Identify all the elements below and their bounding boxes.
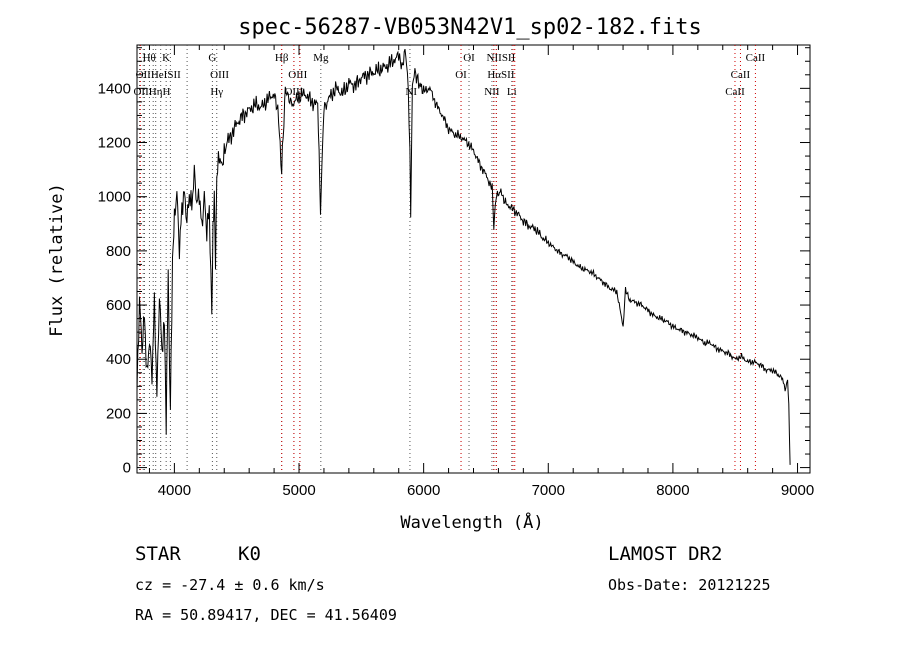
x-tick-label: 8000 — [656, 482, 689, 499]
spectral-line-label: NIISII — [487, 52, 516, 64]
x-tick-label: 6000 — [407, 482, 440, 499]
y-axis-title: Flux (relative) — [47, 183, 67, 337]
spectral-line-label: G — [208, 52, 216, 64]
x-tick-label: 5000 — [282, 482, 315, 499]
y-tick-label: 1000 — [98, 189, 131, 206]
chart-title: spec-56287-VB053N42V1_sp02-182.fits — [238, 15, 702, 40]
obs-date: Obs-Date: 20121225 — [608, 576, 771, 594]
x-axis-title: Wavelength (Å) — [400, 511, 543, 533]
spectral-line-label: CaII — [746, 52, 766, 64]
survey-name: LAMOST DR2 — [608, 543, 722, 565]
spectral-line-label: Hθ — [143, 52, 156, 64]
spectrum-series — [136, 48, 791, 465]
x-axis: 4000 5000 6000 7000 8000 9000 — [148, 45, 814, 499]
y-tick-label: 1200 — [98, 135, 131, 152]
spectral-line-label: OI — [455, 69, 467, 81]
spectral-line-label: K — [162, 52, 170, 64]
y-tick-label: 800 — [106, 243, 131, 260]
spectral-line-label: NII — [484, 86, 500, 98]
spectral-line-label: OIIHηH — [133, 86, 170, 98]
spectral-line-label: Hγ — [210, 86, 223, 98]
spectral-line-label: NI — [405, 86, 417, 98]
spectral-line-markers — [138, 45, 756, 473]
spectral-line-label: OI — [463, 52, 475, 64]
y-axis: 0 200 400 600 800 1000 1200 1400 — [98, 47, 810, 477]
spectral-line-label: Hβ — [275, 52, 289, 64]
x-tick-label: 7000 — [532, 482, 565, 499]
spectral-line-label: OIII — [288, 69, 307, 81]
y-tick-label: 1400 — [98, 80, 131, 97]
spectral-line-label: Li — [507, 86, 517, 98]
spectral-line-label: HαSII — [487, 69, 514, 81]
spectral-line-label: CaII — [725, 86, 745, 98]
coordinates: RA = 50.89417, DEC = 41.56409 — [135, 606, 397, 624]
y-tick-label: 400 — [106, 351, 131, 368]
plot-frame — [136, 44, 811, 474]
spectral-line-label: OIII — [210, 69, 229, 81]
redshift-value: cz = -27.4 ± 0.6 km/s — [135, 576, 325, 594]
y-tick-label: 200 — [106, 405, 131, 422]
x-tick-label: 4000 — [158, 482, 191, 499]
spectral-line-label: Mg — [313, 52, 329, 64]
x-tick-label: 9000 — [781, 482, 814, 499]
spectrum-line — [136, 48, 791, 465]
object-class: STAR — [135, 543, 181, 565]
spectral-line-label: CaII — [731, 69, 751, 81]
y-tick-label: 0 — [123, 460, 131, 477]
spectral-line-label: OIII — [284, 86, 303, 98]
spectral-line-label: OIIHeISII — [136, 69, 182, 81]
spectral-line-labels: Hθ K G Hβ Mg OI NIISII CaII OIIHeISII OIII OIII OI H… — [133, 52, 765, 98]
object-subclass: K0 — [238, 543, 261, 565]
y-tick-label: 600 — [106, 297, 131, 314]
